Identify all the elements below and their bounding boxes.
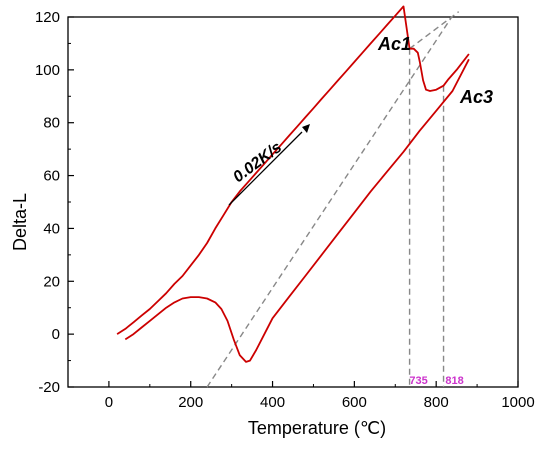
x-tick-label: 1000 <box>501 394 534 411</box>
heating-rate-label: 0.02K/s <box>230 139 285 186</box>
y-tick-label: 100 <box>35 62 60 79</box>
x-axis-title: Temperature (℃) <box>248 418 386 438</box>
y-tick-label: 80 <box>43 115 60 132</box>
x-tick-label: 0 <box>105 394 113 411</box>
y-tick-label: 0 <box>52 326 60 343</box>
ac3-temperature-label: 818 <box>445 375 463 387</box>
data-series <box>116 5 470 363</box>
arrow-head <box>302 124 310 133</box>
x-tick-label: 800 <box>424 394 449 411</box>
series-line-2 <box>124 58 470 363</box>
x-tick-label: 200 <box>178 394 203 411</box>
y-tick-label: -20 <box>38 379 60 396</box>
x-tick-label: 600 <box>342 394 367 411</box>
ac1-temperature-label: 735 <box>409 375 427 387</box>
y-axis-title: Delta-L <box>10 193 30 251</box>
y-tick-label: 120 <box>35 9 60 26</box>
ac1-label: Ac1 <box>377 34 411 54</box>
series-line-1 <box>116 5 470 335</box>
y-tick-label: 60 <box>43 168 60 185</box>
heating-direction-arrow <box>228 131 303 206</box>
ac3-tangent-line <box>206 16 453 388</box>
axes: 0 200 400 600 800 1000 -20 0 20 40 60 80 100 120 <box>35 9 535 411</box>
guide-lines <box>206 11 460 388</box>
ac3-label: Ac3 <box>459 87 493 107</box>
y-tick-label: 20 <box>43 273 60 290</box>
x-tick-label: 400 <box>260 394 285 411</box>
y-tick-label: 40 <box>43 220 60 237</box>
